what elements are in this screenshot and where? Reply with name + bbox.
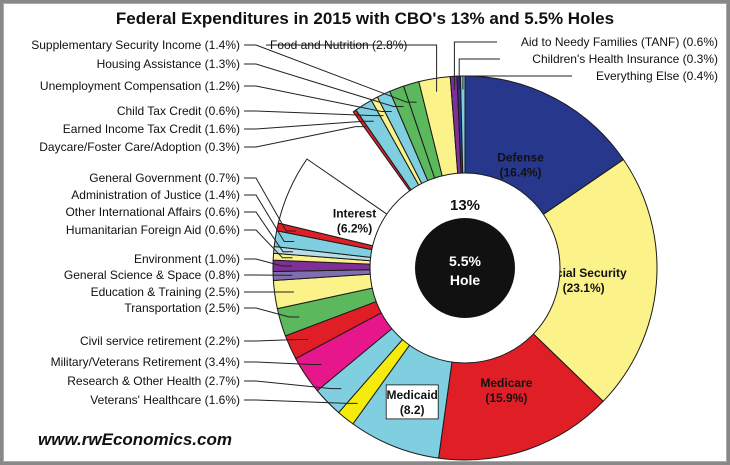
website-credit: www.rwEconomics.com (38, 430, 232, 449)
slice-label-environment: Environment (1.0%) (134, 252, 240, 266)
pie-holes: 13% 5.5% Hole (369, 172, 561, 364)
hole-word-label: Hole (450, 272, 481, 288)
leader-line-children-s-health-insurance (458, 58, 500, 90)
leader-line-general-government (244, 177, 297, 232)
slice-label-military-veterans-retirement: Military/Veterans Retirement (3.4%) (51, 355, 240, 369)
slice-value-defense: (16.4%) (500, 166, 542, 180)
chart-title: Federal Expenditures in 2015 with CBO's … (115, 9, 615, 28)
slice-value-social-security: (23.1%) (563, 281, 605, 295)
leader-line-daycare-foster-care-adoption (244, 126, 366, 148)
leader-line-military-veterans-retirement (244, 361, 322, 365)
slice-label-daycare-foster-care-adoption: Daycare/Foster Care/Adoption (0.3%) (39, 140, 240, 154)
leader-line-civil-service-retirement (244, 339, 308, 342)
slice-label-children-s-health-insurance: Children's Health Insurance (0.3%) (532, 52, 718, 66)
hole-5-5-label: 5.5% (449, 253, 481, 269)
leader-line-humanitarian-foreign-aid (244, 229, 293, 259)
slice-label-interest: Interest (333, 207, 376, 221)
leader-line-transportation (244, 307, 300, 318)
slice-label-administration-of-justice: Administration of Justice (1.4%) (71, 188, 240, 202)
slice-labels: Defense(16.4%) Social Security(23.1%) Medi… (31, 35, 718, 420)
leader-lines (244, 41, 572, 404)
slice-label-research-other-health: Research & Other Health (2.7%) (67, 374, 240, 388)
leader-line-food-and-nutrition (266, 44, 438, 92)
slice-label-other-international-affairs: Other International Affairs (0.6%) (65, 205, 240, 219)
hole-5-5-percent (415, 218, 515, 318)
slice-value-medicaid: (8.2) (400, 403, 425, 417)
slice-label-education-training: Education & Training (2.5%) (91, 285, 240, 299)
leader-line-veterans-healthcare (244, 399, 358, 404)
leader-line-aid-to-needy-families-tanf (453, 41, 497, 90)
leader-line-environment (244, 258, 293, 267)
slice-value-medicare: (15.9%) (485, 391, 527, 405)
slice-label-food-and-nutrition: Food and Nutrition (2.8%) (270, 38, 407, 52)
slice-label-child-tax-credit: Child Tax Credit (0.6%) (117, 104, 240, 118)
slice-label-unemployment-compensation: Unemployment Compensation (1.2%) (40, 79, 240, 93)
slice-label-veterans-healthcare: Veterans' Healthcare (1.6%) (90, 393, 240, 407)
leader-line-research-other-health (244, 380, 342, 390)
slice-label-medicaid: Medicaid (387, 388, 438, 402)
leader-line-other-international-affairs (244, 211, 293, 253)
slice-label-earned-income-tax-credit: Earned Income Tax Credit (1.6%) (63, 122, 240, 136)
slice-label-social-security: Social Security (541, 266, 627, 280)
slice-value-interest: (6.2%) (337, 222, 372, 236)
slice-label-transportation: Transportation (2.5%) (124, 301, 240, 315)
leader-line-housing-assistance (244, 63, 404, 107)
leader-line-earned-income-tax-credit (244, 120, 374, 130)
slice-label-housing-assistance: Housing Assistance (1.3%) (97, 57, 240, 71)
slice-label-defense: Defense (497, 151, 544, 165)
slice-label-supplementary-security-income: Supplementary Security Income (1.4%) (31, 38, 240, 52)
slice-label-humanitarian-foreign-aid: Humanitarian Foreign Aid (0.6%) (66, 223, 240, 237)
leader-line-everything-else (462, 75, 572, 90)
pie-slice-social-security (464, 158, 658, 403)
leader-line-administration-of-justice (244, 194, 295, 242)
slice-label-general-science-space: General Science & Space (0.8%) (64, 268, 240, 282)
slice-label-general-government: General Government (0.7%) (89, 171, 240, 185)
leader-line-supplementary-security-income (244, 44, 417, 103)
medicaid-label-box (385, 384, 439, 420)
slice-label-everything-else: Everything Else (0.4%) (596, 69, 718, 83)
slice-label-aid-to-needy-families-tanf: Aid to Needy Families (TANF) (0.6%) (521, 35, 718, 49)
leader-line-child-tax-credit (244, 110, 384, 117)
leader-line-unemployment-compensation (244, 85, 392, 112)
slice-label-civil-service-retirement: Civil service retirement (2.2%) (80, 334, 240, 348)
slice-label-medicare: Medicare (480, 376, 532, 390)
hole-13-label: 13% (450, 197, 480, 214)
